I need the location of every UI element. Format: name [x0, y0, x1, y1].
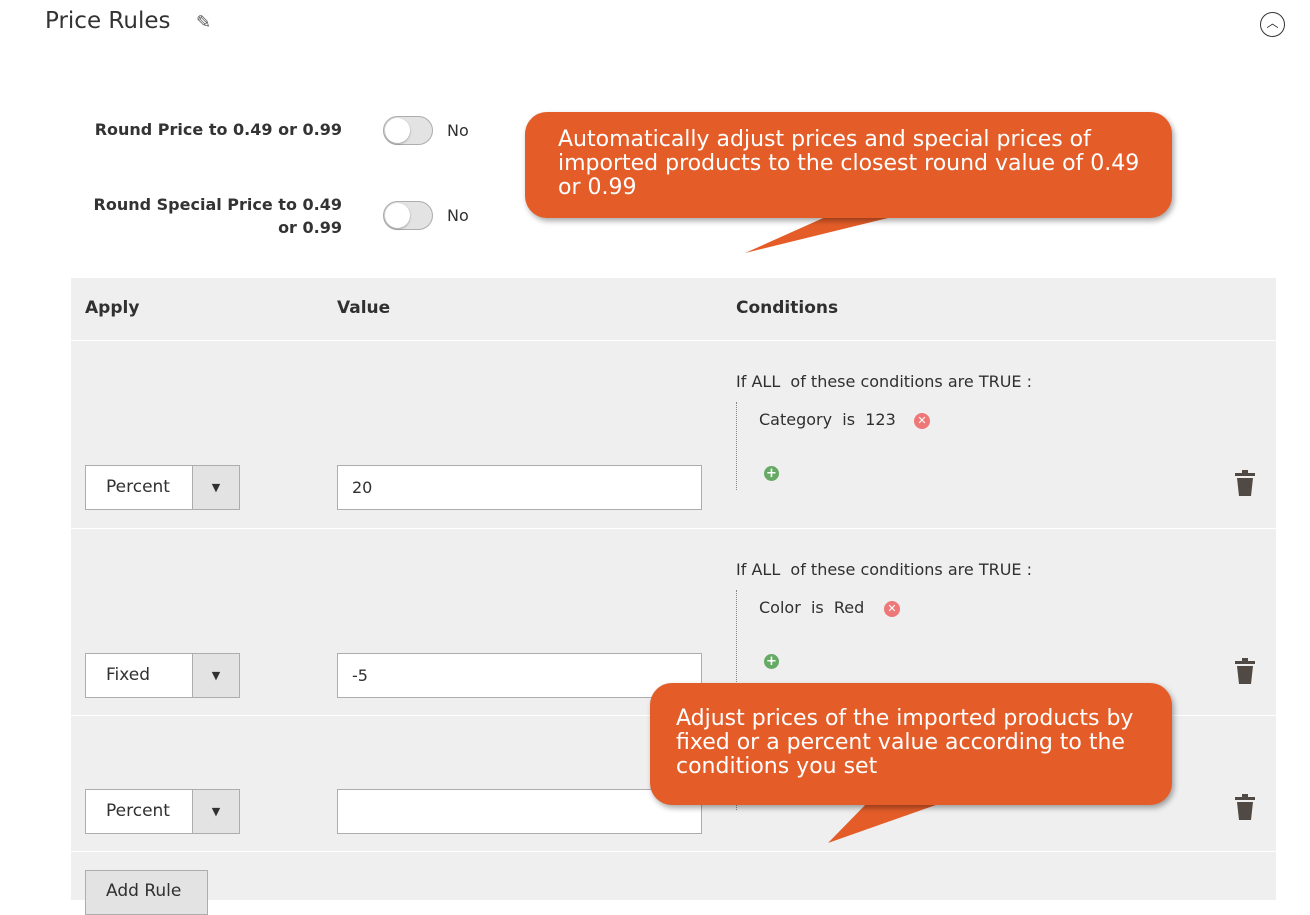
- round-price-value: No: [447, 121, 469, 140]
- aggregator-link[interactable]: ALL: [751, 372, 781, 391]
- cond-suffix: :: [1026, 560, 1033, 579]
- condition-tree-line: [736, 590, 737, 690]
- dropdown-arrow-icon[interactable]: ▼: [192, 466, 239, 509]
- callout-adjust: Adjust prices of the imported products b…: [650, 683, 1172, 805]
- round-special-price-label: Round Special Price to 0.49 or 0.99: [93, 195, 342, 237]
- apply-select[interactable]: Percent ▼: [85, 789, 240, 834]
- delete-trash-icon[interactable]: [1235, 658, 1255, 684]
- conditions-heading: If ALL of these conditions are TRUE :: [736, 372, 1032, 391]
- header-apply: Apply: [85, 298, 140, 318]
- apply-select-value: Fixed: [106, 665, 151, 685]
- condition-operator[interactable]: is: [842, 410, 856, 429]
- round-special-price-toggle[interactable]: [383, 201, 433, 230]
- apply-select[interactable]: Fixed ▼: [85, 653, 240, 698]
- divider: [71, 340, 1276, 341]
- page-title: Price Rules: [45, 8, 171, 34]
- header-value: Value: [337, 298, 391, 318]
- aggregator-link[interactable]: ALL: [751, 560, 781, 579]
- collapse-chevron-up-icon[interactable]: ︿: [1260, 12, 1285, 37]
- divider: [71, 528, 1276, 529]
- add-rule-button[interactable]: Add Rule: [85, 870, 208, 915]
- cond-prefix: If: [736, 372, 747, 391]
- value-input[interactable]: [337, 789, 702, 834]
- callout-rounding: Automatically adjust prices and special …: [525, 112, 1172, 218]
- header-conditions: Conditions: [736, 298, 839, 318]
- apply-select-value: Percent: [106, 801, 170, 821]
- round-price-toggle[interactable]: [383, 116, 433, 145]
- value-input[interactable]: 20: [337, 465, 702, 510]
- condition-value[interactable]: Red: [833, 598, 865, 617]
- dropdown-arrow-icon[interactable]: ▼: [192, 790, 239, 833]
- cond-text: of these conditions are: [790, 560, 974, 579]
- round-price-label: Round Price to 0.49 or 0.99: [94, 120, 342, 139]
- value-input[interactable]: -5: [337, 653, 702, 698]
- condition-item: Color is Red: [759, 598, 864, 617]
- condition-item: Category is 123: [759, 410, 896, 429]
- condition-attribute[interactable]: Category: [759, 410, 833, 429]
- apply-select[interactable]: Percent ▼: [85, 465, 240, 510]
- conditions-heading: If ALL of these conditions are TRUE :: [736, 560, 1032, 579]
- value-link[interactable]: TRUE: [978, 372, 1022, 391]
- add-condition-icon[interactable]: +: [764, 654, 779, 669]
- apply-select-value: Percent: [106, 477, 170, 497]
- cond-suffix: :: [1026, 372, 1033, 391]
- delete-trash-icon[interactable]: [1235, 470, 1255, 496]
- remove-condition-icon[interactable]: ✕: [884, 601, 900, 617]
- dropdown-arrow-icon[interactable]: ▼: [192, 654, 239, 697]
- round-special-price-value: No: [447, 206, 469, 225]
- cond-prefix: If: [736, 560, 747, 579]
- cond-text: of these conditions are: [790, 372, 974, 391]
- callout-tail: [745, 215, 900, 253]
- condition-tree-line: [736, 402, 737, 490]
- delete-trash-icon[interactable]: [1235, 794, 1255, 820]
- add-condition-icon[interactable]: +: [764, 466, 779, 481]
- remove-condition-icon[interactable]: ✕: [914, 413, 930, 429]
- value-link[interactable]: TRUE: [978, 560, 1022, 579]
- pencil-icon[interactable]: ✎: [196, 12, 212, 33]
- condition-operator[interactable]: is: [810, 598, 824, 617]
- condition-value[interactable]: 123: [865, 410, 896, 429]
- condition-attribute[interactable]: Color: [759, 598, 801, 617]
- divider: [71, 851, 1276, 852]
